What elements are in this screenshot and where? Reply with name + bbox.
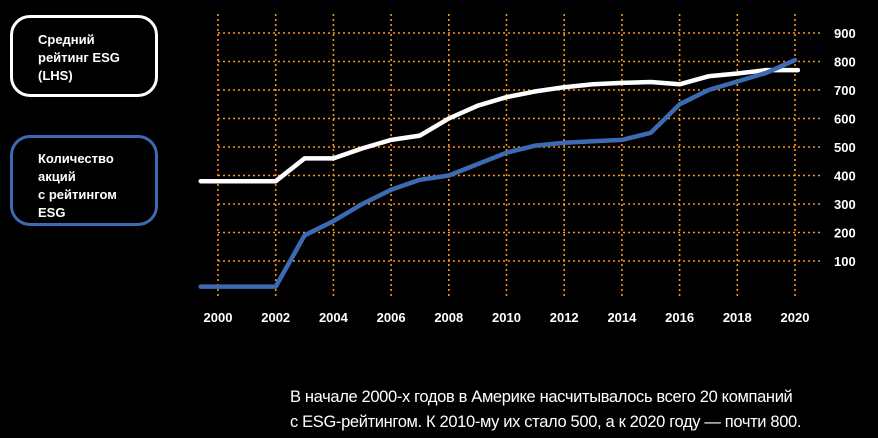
x-tick-label: 2010: [492, 310, 521, 325]
caption-line: с ESG-рейтингом. К 2010-му их стало 500,…: [290, 413, 802, 431]
legend-text: Количество: [38, 151, 114, 166]
x-tick-label: 2020: [781, 310, 810, 325]
caption: В начале 2000-х годов в Америке насчитыв…: [290, 385, 801, 435]
line-chart: 100 200 300 400 500 600 700 800 900 2000 2002 2004 2…: [198, 14, 856, 325]
x-tick-label: 2004: [319, 310, 349, 325]
legend-text: Средний: [38, 32, 95, 47]
x-tick-label: 2002: [261, 310, 290, 325]
x-tick-label: 2016: [665, 310, 694, 325]
legend-text: рейтинг ESG: [38, 50, 120, 65]
y-tick-label: 900: [834, 26, 856, 41]
x-tick-label: 2000: [204, 310, 233, 325]
x-tick-label: 2012: [550, 310, 579, 325]
legend-text: ESG: [38, 205, 66, 220]
x-tick-label: 2008: [434, 310, 463, 325]
legend-text: акций: [38, 169, 76, 184]
y-tick-label: 100: [834, 254, 856, 269]
legend-text: с рейтингом: [38, 187, 117, 202]
y-tick-label: 300: [834, 197, 856, 212]
x-tick-label: 2014: [607, 310, 637, 325]
y-tick-label: 200: [834, 226, 856, 241]
legend-esg-rated-stocks-count: Количество акций с рейтингом ESG: [10, 135, 158, 226]
y-tick-label: 600: [834, 112, 856, 127]
caption-line: В начале 2000-х годов в Америке насчитыв…: [290, 388, 793, 406]
y-tick-label: 700: [834, 83, 856, 98]
x-tick-label: 2018: [723, 310, 752, 325]
legend-text: (LHS): [38, 68, 73, 83]
series-line-esg-rated-stocks: [198, 57, 798, 289]
y-tick-label: 800: [834, 55, 856, 70]
y-tick-label: 400: [834, 169, 856, 184]
legend-average-esg-rating: Средний рейтинг ESG (LHS): [10, 15, 158, 97]
x-tick-label: 2006: [377, 310, 406, 325]
y-tick-label: 500: [834, 140, 856, 155]
series-line-average-esg-rating: [198, 67, 801, 184]
